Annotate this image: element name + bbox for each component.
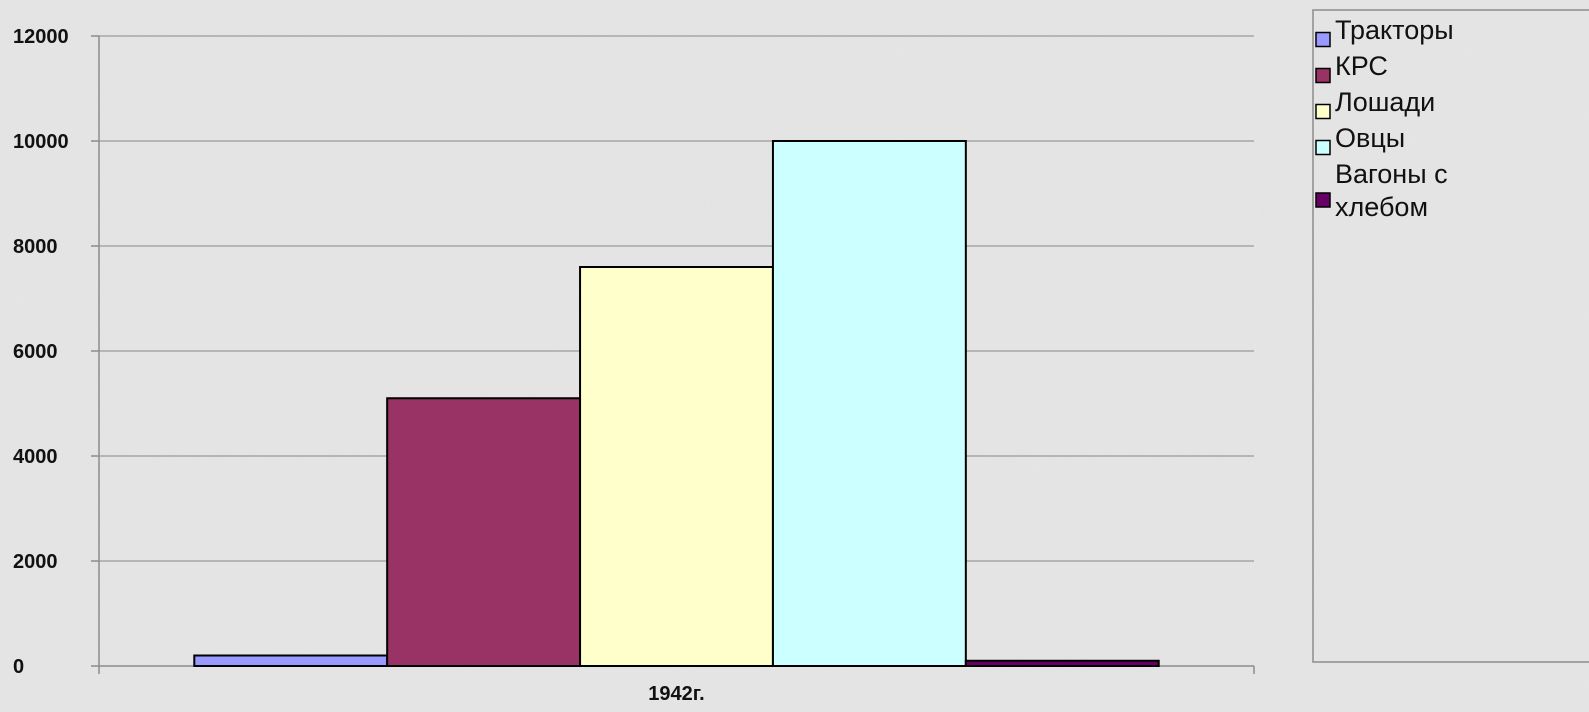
legend-box <box>1312 9 1589 663</box>
legend-label: Овцы <box>1335 123 1405 153</box>
legend-swatch <box>1315 31 1331 48</box>
y-tick-label: 8000 <box>13 236 58 258</box>
legend-swatch <box>1315 192 1331 208</box>
bar <box>386 397 582 667</box>
x-category-label: 1942г. <box>648 683 704 705</box>
bars <box>193 140 1160 667</box>
x-category-labels: 1942г. <box>648 683 704 705</box>
y-tick-label: 0 <box>13 656 24 678</box>
bar <box>579 266 774 667</box>
legend-label: Тракторы <box>1335 15 1454 45</box>
legend-label: Лошади <box>1335 87 1435 117</box>
y-tick-labels: 0 2000 4000 6000 8000 10000 12000 <box>13 26 69 678</box>
legend-swatch <box>1315 103 1331 120</box>
y-tick-label: 12000 <box>13 26 69 48</box>
bar <box>964 659 1160 667</box>
y-tick-label: 2000 <box>13 551 58 573</box>
bar <box>193 654 389 667</box>
y-tick-label: 10000 <box>13 131 69 153</box>
legend-label: Вагоны с хлебом <box>1335 159 1448 222</box>
y-tick-label: 6000 <box>13 341 58 363</box>
legend: Тракторы КРС Лошади Овцы Вагоны с хлебом <box>1315 15 1454 222</box>
legend-swatch <box>1315 67 1331 84</box>
legend-label: КРС <box>1335 51 1388 81</box>
y-tick-label: 4000 <box>13 446 58 468</box>
legend-swatch <box>1315 139 1331 156</box>
bar <box>771 140 967 667</box>
